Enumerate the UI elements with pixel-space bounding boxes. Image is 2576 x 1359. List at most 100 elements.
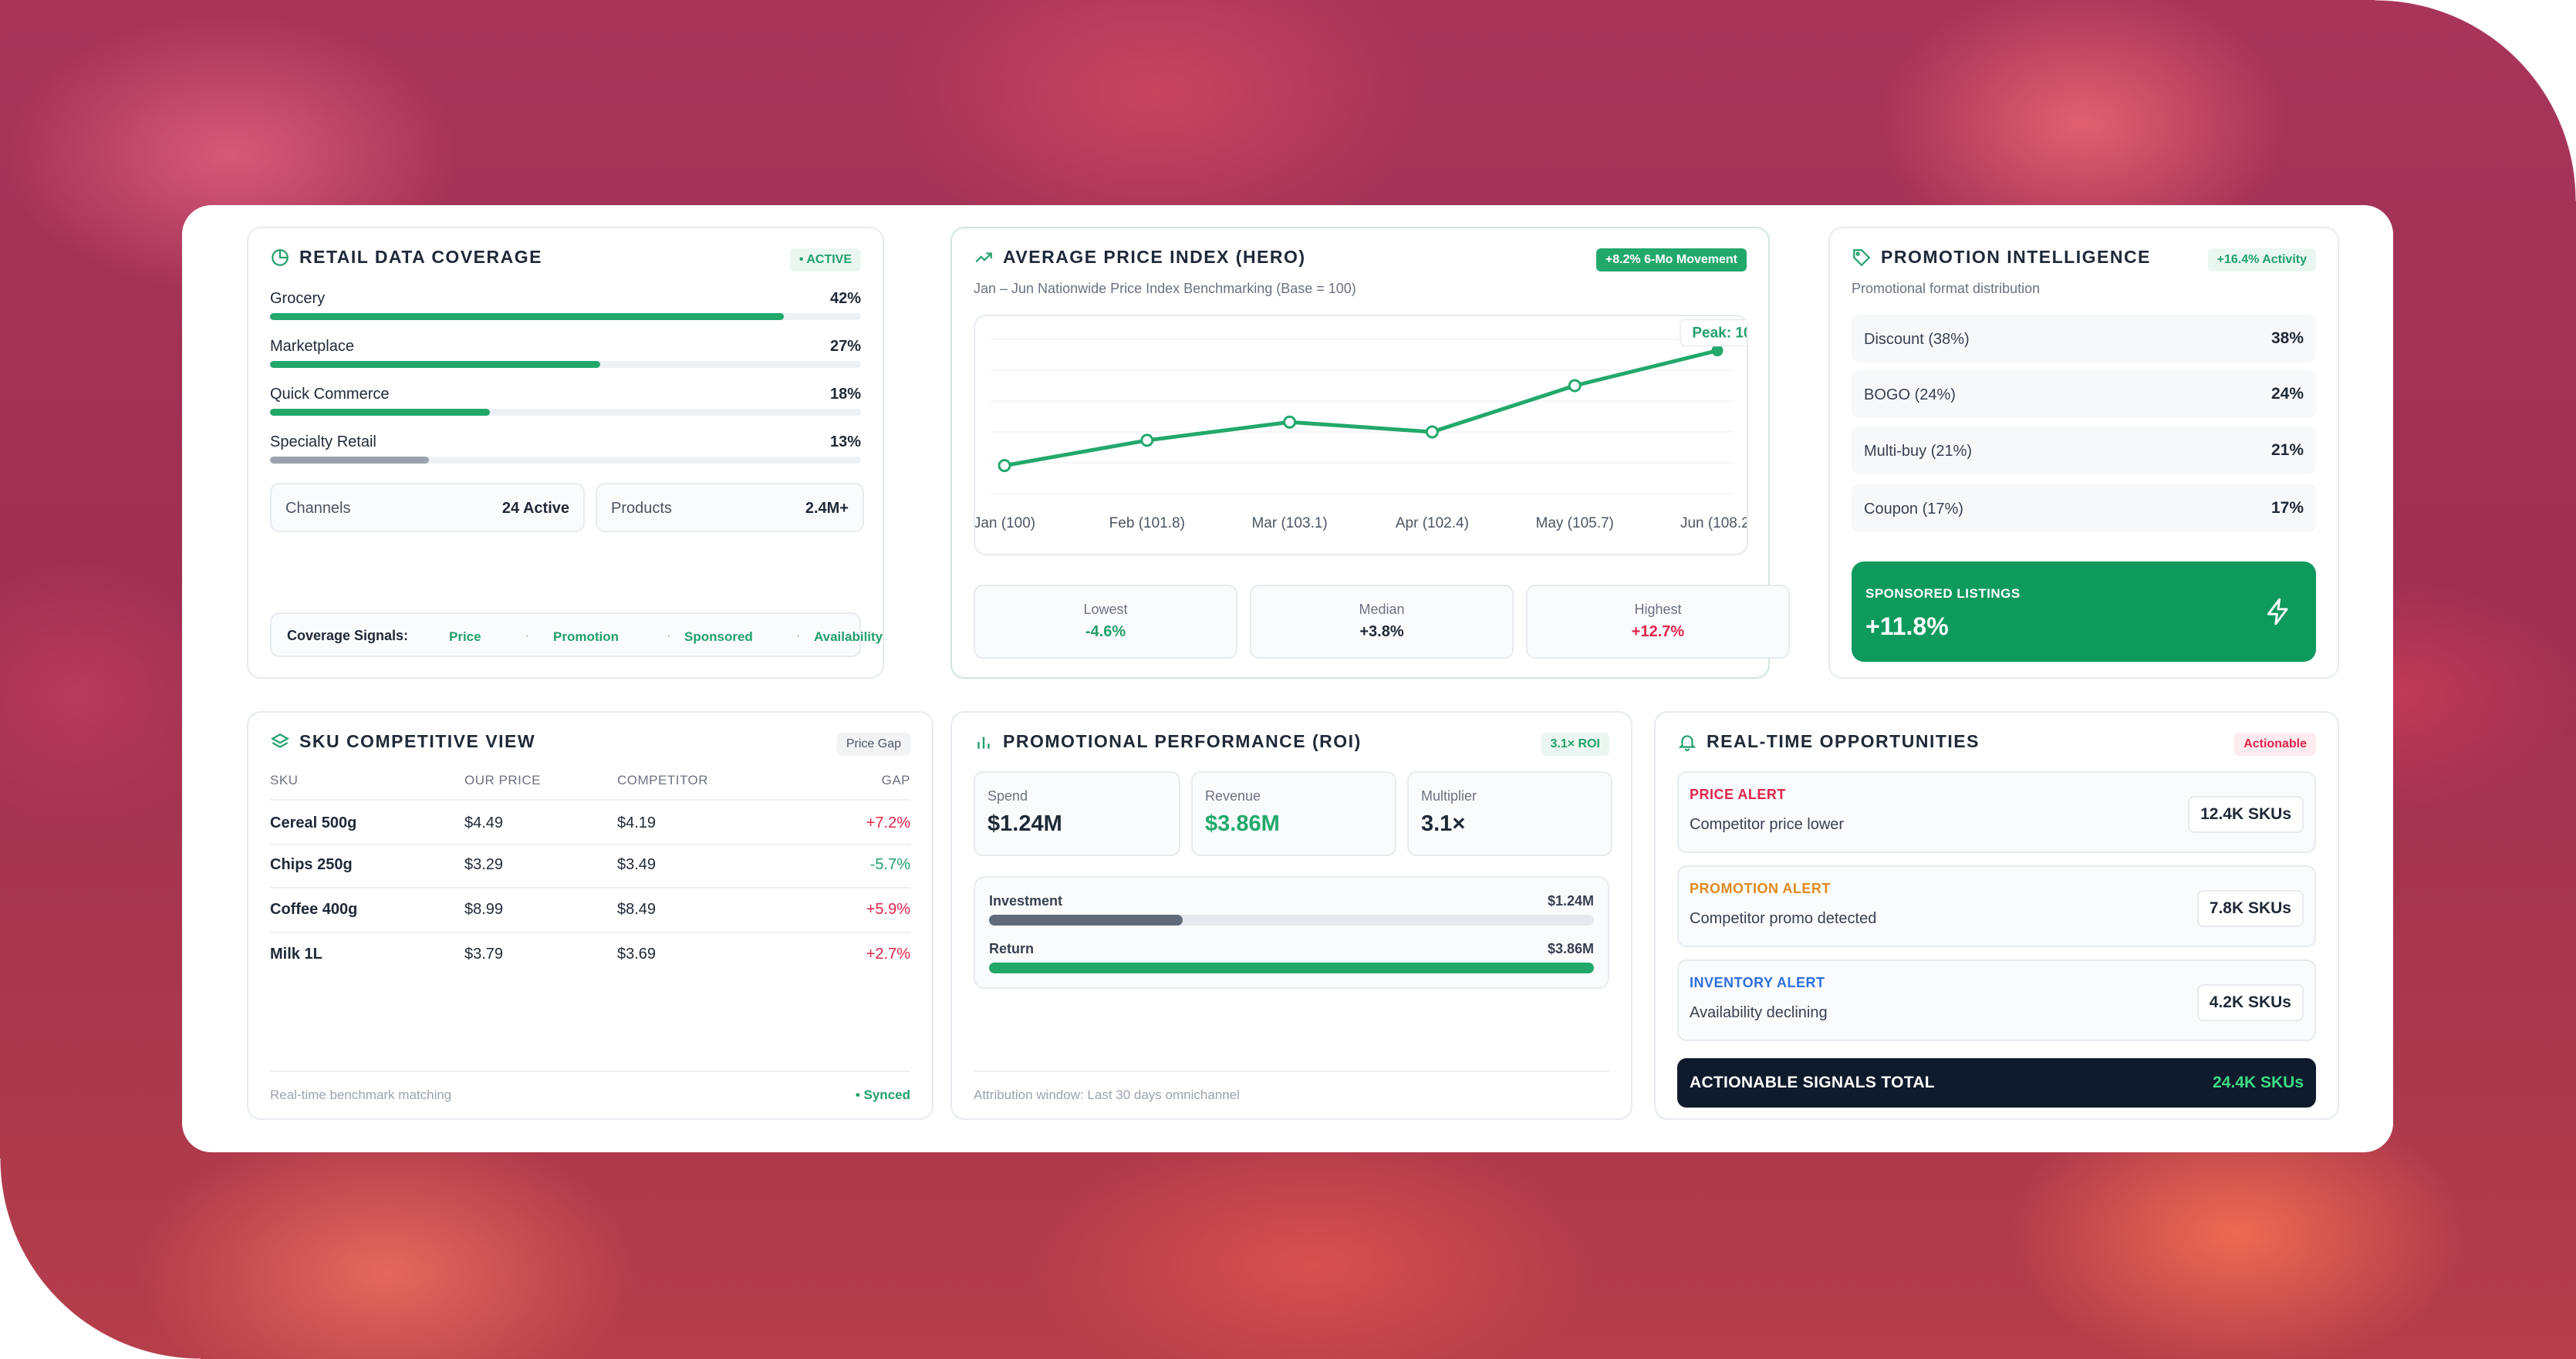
- kpi-value: $3.86M: [1205, 811, 1280, 836]
- investment-track: [989, 915, 1594, 926]
- promo-value: 24%: [2270, 385, 2304, 403]
- stat-value: -4.6%: [1085, 623, 1126, 640]
- promotion-alert[interactable]: PROMOTION ALERT Competitor promo detecte…: [1677, 865, 2316, 947]
- coverage-label: Specialty Retail: [270, 433, 376, 450]
- coverage-track: [270, 457, 861, 464]
- corner-decoration: [2375, 0, 2576, 201]
- card-title: PROMOTION INTELLIGENCE: [1881, 247, 2151, 267]
- coverage-row: Grocery 42%: [270, 290, 861, 321]
- investment-return-box: Investment $1.24M Return $3.86M: [974, 876, 1609, 989]
- column-header-gap: GAP: [881, 773, 910, 787]
- data-point: [1283, 415, 1297, 429]
- divider: [270, 932, 910, 933]
- data-point: [1140, 433, 1154, 447]
- layers-icon: [271, 733, 289, 748]
- kpi-multiplier: Multiplier 3.1×: [1407, 771, 1612, 856]
- footer-note: Real-time benchmark matching: [270, 1088, 452, 1102]
- competitor-price: $3.69: [617, 946, 657, 963]
- coverage-label: Marketplace: [270, 338, 354, 355]
- promo-label: BOGO (24%): [1864, 386, 1956, 403]
- our-price: $4.49: [464, 814, 504, 831]
- signal-promotion[interactable]: Promotion: [553, 629, 619, 644]
- promo-row: Discount (38%) 38%: [1852, 315, 2316, 363]
- tag-icon: [1853, 248, 1871, 266]
- coverage-percent: 13%: [829, 433, 861, 450]
- card-title: PROMOTIONAL PERFORMANCE (ROI): [1003, 731, 1362, 751]
- inventory-alert[interactable]: INVENTORY ALERT Availability declining 4…: [1677, 959, 2316, 1041]
- price-gap: +5.9%: [866, 901, 910, 918]
- signal-availability[interactable]: Availability: [814, 629, 883, 644]
- sku-name: Coffee 400g: [270, 901, 358, 918]
- promo-label: Multi-buy (21%): [1864, 443, 1973, 460]
- price-gap: +7.2%: [866, 814, 910, 831]
- sponsored-label: SPONSORED LISTINGS: [1865, 586, 2021, 601]
- corner-decoration: [0, 1158, 201, 1359]
- roi-badge: 3.1× ROI: [1541, 733, 1609, 756]
- price-alert[interactable]: PRICE ALERT Competitor price lower 12.4K…: [1677, 771, 2316, 853]
- promo-value: 21%: [2270, 441, 2304, 459]
- alert-description: Competitor promo detected: [1690, 910, 1877, 927]
- coverage-fill: [270, 409, 491, 416]
- divider: [974, 1071, 1609, 1072]
- column-header-our-price: OUR PRICE: [464, 773, 541, 787]
- promotion-intelligence-card: PROMOTION INTELLIGENCE +16.4% Activity P…: [1828, 227, 2339, 679]
- stat-lowest: Lowest -4.6%: [974, 585, 1237, 659]
- signal-price[interactable]: Price: [449, 629, 481, 644]
- data-point: [998, 459, 1011, 473]
- synced-status: • Synced: [855, 1088, 910, 1102]
- promo-value: 17%: [2270, 499, 2304, 517]
- signals-label: Coverage Signals:: [287, 628, 409, 643]
- price-gap: +2.7%: [866, 946, 910, 963]
- actionable-total-bar[interactable]: ACTIONABLE SIGNALS TOTAL 24.4K SKUs: [1677, 1058, 2316, 1108]
- alert-count: 4.2K SKUs: [2196, 984, 2304, 1021]
- tick-label: Jan (100): [975, 515, 1035, 531]
- products-box: Products 2.4M+: [596, 483, 864, 532]
- column-header-sku: SKU: [270, 773, 299, 787]
- return-value: $3.86M: [1547, 941, 1594, 956]
- sponsored-value: +11.8%: [1865, 612, 1949, 640]
- competitor-price: $4.19: [617, 814, 657, 831]
- stat-label: Lowest: [1083, 602, 1128, 617]
- coverage-track: [270, 361, 861, 368]
- price-gap-badge: Price Gap: [836, 733, 910, 756]
- promo-row: BOGO (24%) 24%: [1852, 370, 2316, 418]
- kpi-label: Multiplier: [1421, 788, 1477, 804]
- our-price: $3.29: [464, 856, 504, 873]
- retail-data-coverage-card: RETAIL DATA COVERAGE • ACTIVE Grocery 42…: [247, 227, 884, 679]
- channels-value: 24 Active: [501, 500, 569, 517]
- coverage-track: [270, 409, 861, 416]
- total-value: 24.4K SKUs: [2213, 1074, 2304, 1091]
- channels-box: Channels 24 Active: [270, 483, 585, 532]
- price-index-chart: Jan (100) Feb (101.8) Mar (103.1) Apr (102.…: [974, 315, 1825, 555]
- stat-value: +12.7%: [1631, 623, 1685, 640]
- card-title: AVERAGE PRICE INDEX (HERO): [1003, 247, 1306, 267]
- products-value: 2.4M+: [805, 500, 849, 517]
- tick-label: May (105.7): [1536, 515, 1614, 531]
- promo-label: Discount (38%): [1864, 331, 1970, 348]
- dashboard-panel: RETAIL DATA COVERAGE • ACTIVE Grocery 42…: [182, 205, 2393, 1152]
- promotional-performance-card: PROMOTIONAL PERFORMANCE (ROI) 3.1× ROI S…: [950, 711, 1632, 1120]
- coverage-row: Quick Commerce 18%: [270, 386, 861, 416]
- pie-chart-icon: [272, 248, 289, 266]
- tick-label: Apr (102.4): [1396, 515, 1469, 531]
- coverage-percent: 42%: [829, 290, 861, 307]
- sponsored-listings-banner[interactable]: SPONSORED LISTINGS +11.8%: [1852, 561, 2316, 662]
- competitor-price: $3.49: [617, 856, 657, 873]
- divider: [270, 887, 910, 889]
- sku-name: Chips 250g: [270, 856, 353, 873]
- kpi-label: Spend: [988, 788, 1028, 804]
- signal-sponsored[interactable]: Sponsored: [684, 629, 753, 644]
- price-index-card: AVERAGE PRICE INDEX (HERO) +8.2% 6-Mo Mo…: [950, 227, 1825, 679]
- investment-fill: [989, 915, 1183, 926]
- bell-icon: [1678, 734, 1697, 751]
- stat-label: Median: [1359, 602, 1405, 617]
- kpi-value: 3.1×: [1421, 811, 1466, 836]
- coverage-fill: [270, 361, 601, 368]
- stat-label: Highest: [1634, 602, 1682, 617]
- our-price: $8.99: [464, 901, 504, 918]
- channels-label: Channels: [285, 500, 351, 517]
- investment-label: Investment: [989, 893, 1063, 909]
- data-point: [1711, 345, 1724, 357]
- return-fill: [989, 963, 1594, 973]
- kpi-label: Revenue: [1205, 788, 1261, 804]
